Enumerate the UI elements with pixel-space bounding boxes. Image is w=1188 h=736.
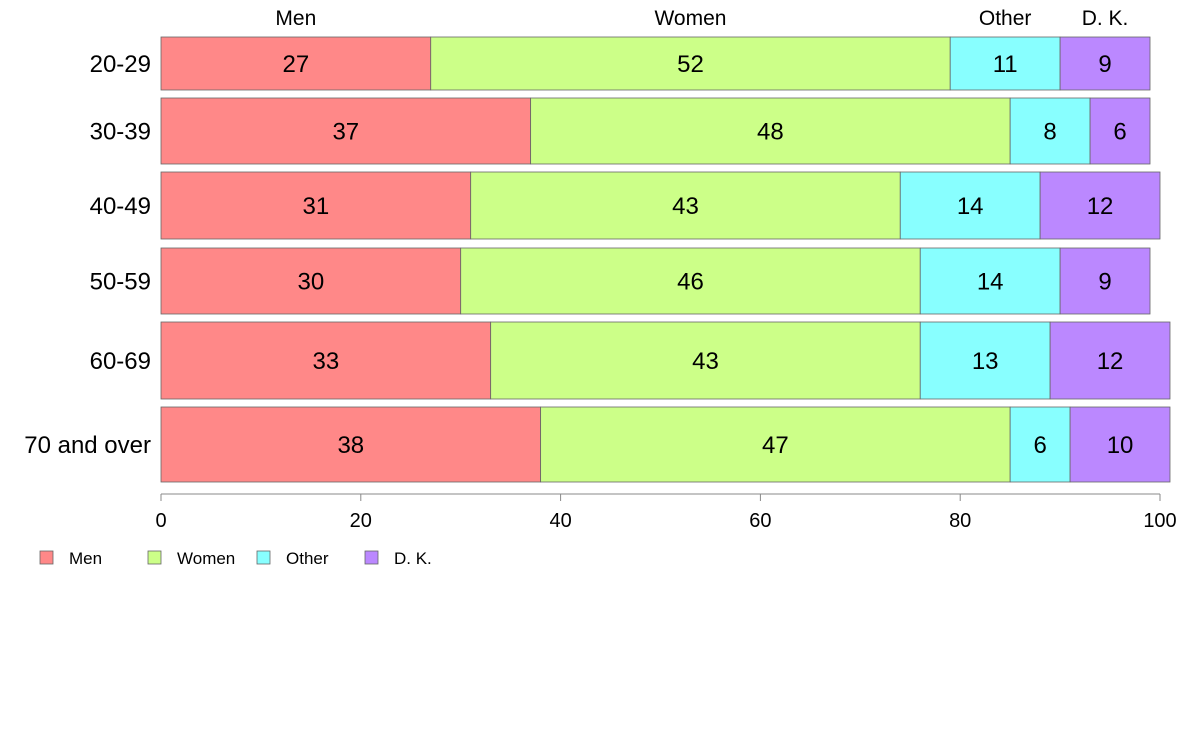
- value-label-30-39-d-k: 6: [1113, 119, 1126, 146]
- bar-row-20-29: 27 52 11 9: [160, 36, 1151, 91]
- value-label-20-29-other: 11: [993, 51, 1018, 78]
- bar-60-69-women: [490, 321, 921, 400]
- bar-50-59-women: [460, 247, 921, 315]
- column-header-other: Other: [979, 7, 1032, 30]
- value-label-60-69-other: 13: [972, 348, 999, 375]
- value-label-50-59-men: 30: [297, 269, 324, 296]
- bar-40-49-d-k: [1039, 171, 1161, 240]
- legend-label-men: Men: [69, 549, 102, 568]
- value-label-50-59-d-k: 9: [1098, 269, 1111, 296]
- column-header-women: Women: [654, 7, 726, 30]
- bar-60-69-d-k: [1049, 321, 1171, 400]
- value-label-70-and-over-women: 47: [762, 432, 789, 459]
- bar-30-39-d-k: [1089, 97, 1151, 165]
- legend-swatch-women: [147, 550, 162, 565]
- bar-60-69-other: [919, 321, 1051, 400]
- x-tick-label-100: 100: [1143, 510, 1176, 532]
- value-label-60-69-men: 33: [312, 348, 339, 375]
- value-label-20-29-d-k: 9: [1098, 51, 1111, 78]
- value-label-40-49-men: 31: [302, 193, 329, 220]
- x-tick-label-60: 60: [749, 510, 771, 532]
- bar-30-39-men: [160, 97, 532, 165]
- category-label-30-39: 30-39: [90, 119, 151, 146]
- category-label-20-29: 20-29: [90, 51, 151, 78]
- bar-row-70-and-over: 38 47 6 10: [160, 406, 1171, 483]
- bar-30-39-other: [1009, 97, 1091, 165]
- value-label-60-69-d-k: 12: [1097, 348, 1124, 375]
- legend-item-other: Other: [256, 549, 329, 568]
- bar-20-29-women: [430, 36, 951, 91]
- bar-40-49-men: [160, 171, 472, 240]
- legend-label-other: Other: [286, 549, 329, 568]
- bar-70-and-over-d-k: [1069, 406, 1171, 483]
- legend-swatch-men: [39, 550, 54, 565]
- category-label-70-and-over: 70 and over: [24, 432, 151, 459]
- bar-60-69-men: [160, 321, 492, 400]
- legend-label-d-k: D. K.: [394, 549, 432, 568]
- value-label-70-and-over-d-k: 10: [1107, 432, 1134, 459]
- bar-row-30-39: 37 48 8 6: [160, 97, 1151, 165]
- bar-row-40-49: 31 43 14 12: [160, 171, 1161, 240]
- value-label-30-39-other: 8: [1043, 119, 1056, 146]
- legend: Men Women Other D. K.: [39, 549, 432, 568]
- column-header-men: Men: [275, 7, 316, 30]
- bar-70-and-over-other: [1009, 406, 1071, 483]
- value-label-40-49-other: 14: [957, 193, 984, 220]
- legend-swatch-d-k: [364, 550, 379, 565]
- bar-30-39-women: [530, 97, 1011, 165]
- column-header-labels: Men Women Other D. K.: [275, 7, 1128, 30]
- legend-item-women: Women: [147, 549, 235, 568]
- value-label-20-29-women: 52: [677, 51, 704, 78]
- value-label-40-49-d-k: 12: [1087, 193, 1114, 220]
- legend-label-women: Women: [177, 549, 235, 568]
- column-header-d-k: D. K.: [1082, 7, 1129, 30]
- x-tick-label-20: 20: [350, 510, 372, 532]
- bar-70-and-over-men: [160, 406, 542, 483]
- x-tick-label-40: 40: [549, 510, 571, 532]
- bar-50-59-men: [160, 247, 462, 315]
- category-label-60-69: 60-69: [90, 348, 151, 375]
- bar-20-29-other: [949, 36, 1061, 91]
- bar-50-59-other: [919, 247, 1061, 315]
- x-tick-label-0: 0: [155, 510, 166, 532]
- category-label-40-49: 40-49: [90, 193, 151, 220]
- value-label-30-39-women: 48: [757, 119, 784, 146]
- category-labels: 20-29 30-39 40-49 50-59 60-69 70 and over: [24, 51, 151, 459]
- value-label-50-59-other: 14: [977, 269, 1004, 296]
- bar-row-50-59: 30 46 14 9: [160, 247, 1151, 315]
- legend-item-men: Men: [39, 549, 102, 568]
- bar-50-59-d-k: [1059, 247, 1151, 315]
- bar-rows: 27 52 11 9 37 48 8 6 31 43 14 12 30 46 14 9 33 43 13 12 38 47…: [160, 36, 1171, 483]
- bar-row-60-69: 33 43 13 12: [160, 321, 1171, 400]
- value-label-40-49-women: 43: [672, 193, 699, 220]
- bar-20-29-men: [160, 36, 432, 91]
- value-label-30-39-men: 37: [332, 119, 359, 146]
- value-label-70-and-over-men: 38: [337, 432, 364, 459]
- value-label-50-59-women: 46: [677, 269, 704, 296]
- category-label-50-59: 50-59: [90, 269, 151, 296]
- value-label-60-69-women: 43: [692, 348, 719, 375]
- bar-70-and-over-women: [540, 406, 1011, 483]
- legend-item-d-k: D. K.: [364, 549, 432, 568]
- bar-20-29-d-k: [1059, 36, 1151, 91]
- value-label-20-29-men: 27: [283, 51, 310, 78]
- x-tick-label-80: 80: [949, 510, 971, 532]
- x-axis: 0 20 40 60 80 100: [155, 493, 1177, 532]
- legend-swatch-other: [256, 550, 271, 565]
- value-label-70-and-over-other: 6: [1033, 432, 1046, 459]
- bar-40-49-women: [470, 171, 901, 240]
